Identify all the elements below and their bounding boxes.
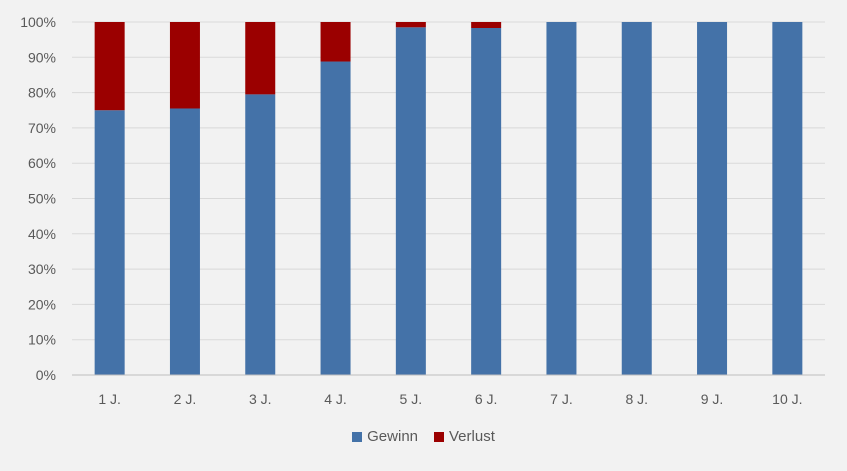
bar-verlust-3 [245,22,276,95]
y-tick-label: 0% [36,367,56,383]
y-tick-label: 80% [28,85,56,101]
x-tick-label: 1 J. [98,391,121,407]
y-axis-tick-labels: 0% 10% 20% 30% 40% 50% 60% 70% 80% 90% 100% [20,14,56,383]
bar-verlust-1 [94,22,125,111]
y-tick-label: 20% [28,296,56,312]
x-tick-label: 5 J. [400,391,423,407]
bars [94,22,803,376]
legend-label-gewinn: Gewinn [367,428,418,445]
bar-gewinn-1 [94,110,125,375]
y-tick-label: 30% [28,261,56,277]
legend-swatch-gewinn [352,431,363,442]
bar-gewinn-6 [471,28,502,375]
bar-gewinn-3 [245,94,276,376]
bar-gewinn-4 [320,61,351,375]
x-tick-label: 10 J. [772,391,802,407]
bar-verlust-2 [169,22,200,109]
bar-gewinn-9 [697,22,728,375]
x-tick-label: 3 J. [249,391,272,407]
x-tick-label: 7 J. [550,391,573,407]
bar-gewinn-5 [395,27,426,375]
bar-gewinn-2 [169,108,200,376]
x-tick-label: 4 J. [324,391,347,407]
x-tick-label: 8 J. [625,391,648,407]
bar-gewinn-10 [772,22,803,375]
y-tick-label: 10% [28,332,56,348]
bar-gewinn-8 [621,22,652,375]
x-tick-label: 2 J. [174,391,197,407]
y-tick-label: 40% [28,226,56,242]
legend-item-verlust: Verlust [434,428,495,445]
y-tick-label: 70% [28,120,56,136]
stacked-bar-chart: 0% 10% 20% 30% 40% 50% 60% 70% 80% 90% 100% 1 J. 2 … [20,14,825,407]
x-axis-tick-labels: 1 J. 2 J. 3 J. 4 J. 5 J. 6 J. 7 J. 8 J. 9 J. 10 J… [98,391,802,407]
legend-swatch-verlust [434,431,444,442]
x-tick-label: 6 J. [475,391,498,407]
legend-label-verlust: Verlust [449,428,495,445]
y-tick-label: 60% [28,155,56,171]
bar-verlust-5 [395,22,426,28]
bar-verlust-4 [320,22,351,62]
x-tick-label: 9 J. [701,391,724,407]
y-tick-label: 100% [20,14,56,30]
y-tick-label: 90% [28,49,56,65]
legend-item-gewinn: Gewinn [352,428,418,445]
bar-gewinn-7 [546,22,577,375]
y-tick-label: 50% [28,191,56,207]
bar-verlust-6 [471,22,502,29]
legend: Gewinn Verlust [0,428,847,445]
